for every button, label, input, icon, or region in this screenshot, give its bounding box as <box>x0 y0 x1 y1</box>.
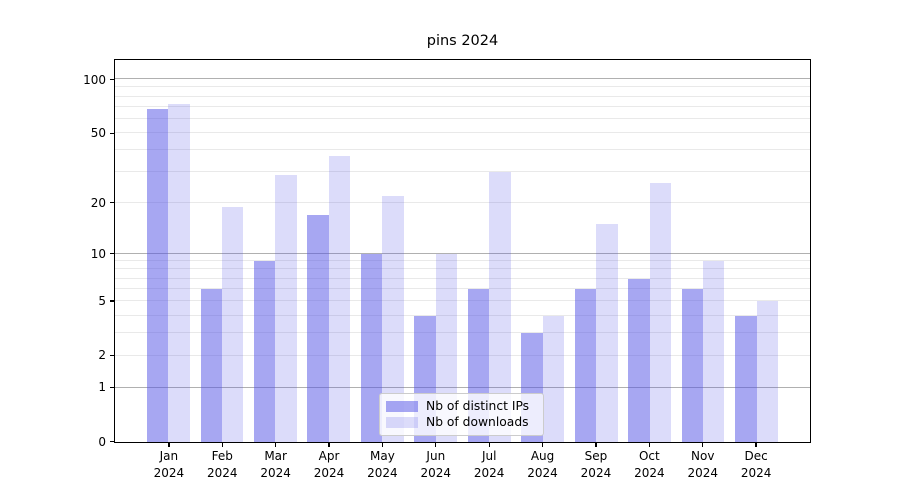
gridline-50 <box>115 131 810 133</box>
y-tick-label-10: 10 <box>90 246 106 261</box>
y-tick-0 <box>110 440 114 443</box>
x-tick-jun <box>435 443 437 447</box>
plot-area <box>114 59 811 443</box>
gridline-40 <box>115 149 810 151</box>
x-tick-oct <box>648 443 650 447</box>
gridline-3 <box>115 332 810 334</box>
x-tick-label-aug: Aug 2024 <box>527 449 558 480</box>
gridline-5 <box>115 300 810 302</box>
x-tick-label-jun: Jun 2024 <box>420 449 452 480</box>
x-tick-may <box>381 443 384 447</box>
x-tick-label-mar: Mar 2024 <box>260 449 291 480</box>
bar-downloads-jul <box>489 172 511 442</box>
legend-entry-downloads: Nb of downloads <box>386 415 537 430</box>
x-tick-label-oct: Oct 2024 <box>634 449 665 480</box>
x-tick-label-jul: Jul 2024 <box>473 449 505 480</box>
gridline-20 <box>115 201 810 203</box>
y-tick-50 <box>110 132 114 134</box>
gridline-100 <box>115 78 810 80</box>
bar-downloads-aug <box>542 315 565 442</box>
legend-swatch-distinct-ips <box>386 400 418 413</box>
x-tick-label-apr: Apr 2024 <box>313 449 345 480</box>
bar-downloads-apr <box>328 156 351 442</box>
gridline-60 <box>115 117 810 119</box>
x-tick-label-sep: Sep 2024 <box>580 449 612 480</box>
y-tick-label-50: 50 <box>90 126 106 141</box>
bar-downloads-may <box>382 195 404 442</box>
x-tick-label-may: May 2024 <box>367 449 398 480</box>
chart-title: pins 2024 <box>426 33 499 49</box>
gridline-4 <box>115 314 810 316</box>
bar-distinct-ips-may <box>360 253 383 442</box>
bar-downloads-jan <box>168 103 190 442</box>
gridline-7 <box>115 277 810 279</box>
bar-downloads-sep <box>596 224 618 442</box>
bar-distinct-ips-dec <box>735 315 757 442</box>
y-tick-label-1: 1 <box>98 380 106 395</box>
y-tick-2 <box>110 354 114 357</box>
x-tick-label-jan: Jan 2024 <box>153 449 185 480</box>
bar-distinct-ips-feb <box>200 289 222 442</box>
gridline-6 <box>115 288 810 290</box>
legend-label-distinct-ips: Nb of distinct IPs <box>426 399 530 413</box>
x-tick-aug <box>541 443 544 447</box>
y-tick-1 <box>110 386 114 388</box>
x-tick-apr <box>328 443 330 447</box>
x-tick-jan <box>168 443 170 447</box>
y-tick-label-100: 100 <box>83 72 106 87</box>
legend-entry-distinct-ips: Nb of distinct IPs <box>386 399 537 414</box>
x-tick-jul <box>488 443 490 447</box>
y-tick-label-20: 20 <box>90 195 106 210</box>
gridline-90 <box>115 86 810 88</box>
gridline-8 <box>115 268 810 270</box>
gridline-2 <box>115 354 810 356</box>
y-tick-5 <box>110 300 114 302</box>
x-tick-feb <box>221 443 223 447</box>
x-tick-nov <box>702 443 704 447</box>
x-tick-sep <box>595 443 597 447</box>
bar-distinct-ips-apr <box>307 214 329 442</box>
bar-distinct-ips-sep <box>574 289 597 442</box>
bar-downloads-oct <box>649 182 671 442</box>
legend: Nb of distinct IPs Nb of downloads <box>379 393 544 436</box>
legend-label-downloads: Nb of downloads <box>426 415 529 429</box>
gridline-1 <box>115 386 810 388</box>
x-tick-label-nov: Nov 2024 <box>687 449 718 480</box>
bar-distinct-ips-jan <box>147 109 169 442</box>
y-tick-label-2: 2 <box>98 348 106 363</box>
gridline-70 <box>115 105 810 107</box>
y-tick-20 <box>110 202 114 204</box>
gridline-80 <box>115 95 810 97</box>
bar-downloads-mar <box>275 174 297 442</box>
bar-distinct-ips-nov <box>681 289 704 442</box>
x-tick-mar <box>275 443 277 447</box>
x-tick-label-feb: Feb 2024 <box>206 449 238 480</box>
bar-distinct-ips-oct <box>628 278 650 442</box>
y-tick-10 <box>110 252 114 255</box>
x-tick-label-dec: Dec 2024 <box>740 449 772 480</box>
y-tick-label-0: 0 <box>98 434 106 449</box>
x-tick-dec <box>755 443 757 447</box>
gridline-30 <box>115 171 810 173</box>
bar-downloads-nov <box>703 261 725 442</box>
y-tick-100 <box>110 79 114 81</box>
legend-swatch-downloads <box>386 416 418 429</box>
gridline-10 <box>115 252 810 254</box>
bar-distinct-ips-mar <box>254 261 276 442</box>
y-tick-label-5: 5 <box>98 294 106 309</box>
bar-downloads-dec <box>756 301 778 442</box>
gridline-9 <box>115 260 810 262</box>
bar-downloads-feb <box>221 206 244 442</box>
